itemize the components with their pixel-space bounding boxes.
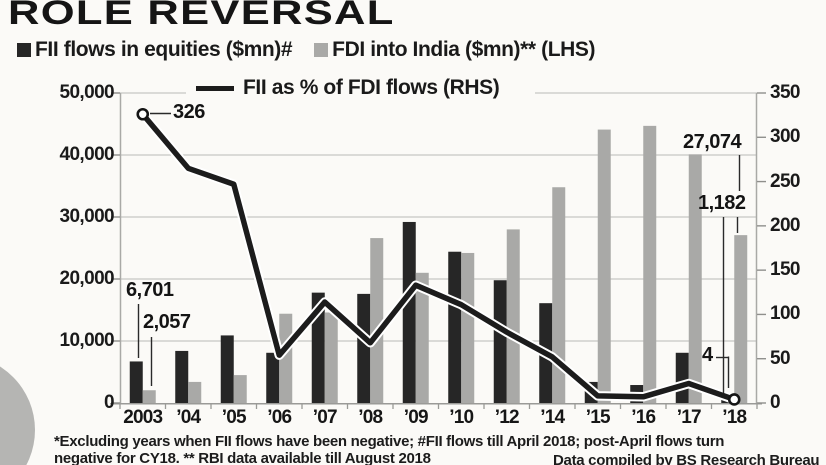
bar-fii-’08	[357, 293, 371, 403]
left-axis-label-30,000: 30,000	[59, 206, 114, 227]
right-axis-label-50: 50	[770, 347, 791, 369]
x-axis-label-’12: ’12	[494, 407, 520, 428]
data-label-pct-2003: 326	[173, 101, 205, 123]
bar-fii-’04	[175, 350, 189, 403]
line-series-label: FII as % of FDI flows (RHS)	[243, 76, 500, 99]
x-axis-label-’07: ’07	[312, 407, 338, 428]
line-marker-’18	[727, 393, 741, 406]
source-credit: Data compiled by BS Research Bureau	[553, 452, 820, 465]
x-axis-label-’16: ’16	[631, 407, 656, 428]
x-axis-label-’08: ’08	[358, 407, 383, 428]
bar-fii-’05	[220, 335, 234, 403]
bar-fdi-’18	[734, 235, 748, 403]
left-axis-label-10,000: 10,000	[59, 330, 114, 351]
left-axis-label-0: 0	[104, 392, 115, 413]
bar-fii-’09	[402, 221, 416, 403]
chart-title: ROLE REVERSAL	[8, 0, 395, 32]
legend-row-2: FII as % of FDI flows (RHS)	[196, 76, 500, 100]
x-axis-label-’17: ’17	[676, 407, 702, 428]
fdi-series-swatch	[314, 43, 329, 57]
bar-fdi-’09	[415, 272, 429, 403]
bar-fdi-’06	[279, 313, 293, 403]
data-label-pct-2018: 4	[702, 344, 713, 366]
data-label-fii-2003: 6,701	[126, 279, 174, 301]
bar-fii-’10	[448, 251, 462, 403]
bar-fii-’12	[493, 280, 507, 403]
data-label-fdi-2018: 27,074	[683, 131, 742, 153]
fii-series-label: FII flows in equities ($mn)#	[35, 38, 293, 61]
x-axis-label-’04: ’04	[176, 407, 201, 428]
bar-fii-’06	[266, 352, 280, 403]
line-fii-pct-of-fdi	[140, 112, 736, 403]
right-axis-label-150: 150	[770, 259, 801, 281]
right-axis-label-200: 200	[770, 214, 801, 236]
bar-fdi-’07	[324, 312, 338, 403]
right-axis-label-250: 250	[770, 170, 801, 192]
bar-fdi-’17	[688, 154, 702, 403]
bar-fii-2003	[129, 361, 143, 403]
footnote-line-1: *Excluding years when FII flows have bee…	[54, 433, 725, 450]
fdi-series-label: FDI into India ($mn)** (LHS)	[332, 38, 596, 61]
bar-fdi-’05	[233, 375, 247, 403]
footnote-line-2: negative for CY18. ** RBI data available…	[54, 450, 431, 465]
left-axis-label-50,000: 50,000	[59, 82, 114, 103]
data-label-fdi-2003: 2,057	[143, 311, 191, 333]
left-axis-label-40,000: 40,000	[59, 144, 114, 165]
legend-row-1: FII flows in equities ($mn)# FDI into In…	[17, 38, 596, 62]
x-axis-label-’05: ’05	[221, 407, 247, 428]
x-axis-label-’14: ’14	[540, 407, 565, 428]
bar-fdi-’08	[370, 238, 384, 403]
bar-fdi-’14	[552, 187, 566, 403]
bar-fdi-’16	[643, 125, 657, 404]
right-axis-label-350: 350	[770, 82, 801, 103]
bar-fdi-2003	[142, 390, 156, 403]
x-axis-label-’15: ’15	[585, 407, 611, 428]
fii-series-swatch	[17, 43, 31, 57]
x-axis-label-’18: ’18	[722, 407, 747, 428]
line-series-swatch	[196, 85, 234, 91]
x-axis-label-’09: ’09	[403, 407, 429, 428]
bar-fdi-’04	[188, 381, 202, 403]
line-marker-2003	[136, 107, 150, 121]
x-axis-label-’06: ’06	[267, 407, 292, 428]
right-axis-label-300: 300	[770, 126, 801, 148]
x-axis-label-’10: ’10	[449, 407, 474, 428]
left-axis-label-20,000: 20,000	[59, 268, 114, 289]
bar-fdi-’10	[461, 252, 475, 403]
x-axis-label-2003: 2003	[123, 407, 163, 428]
data-label-fii-2018: 1,182	[698, 192, 746, 214]
bar-fii-’17	[675, 352, 689, 403]
right-axis-label-0: 0	[770, 392, 781, 413]
right-axis-label-100: 100	[770, 303, 801, 325]
bar-fdi-’12	[506, 229, 520, 403]
bar-fdi-’15	[597, 129, 611, 403]
